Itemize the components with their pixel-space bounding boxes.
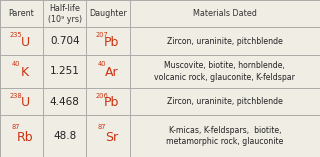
Text: 206: 206 [96, 93, 108, 99]
Text: Ar: Ar [105, 66, 118, 79]
Text: Sr: Sr [105, 131, 118, 144]
Text: 0.704: 0.704 [50, 36, 80, 46]
Text: Zircon, uraninite, pitchblende: Zircon, uraninite, pitchblende [167, 37, 283, 46]
Text: 87: 87 [98, 124, 106, 130]
Text: 238: 238 [9, 93, 22, 99]
Text: 4.468: 4.468 [50, 97, 80, 107]
Text: 40: 40 [98, 61, 106, 67]
Text: Pb: Pb [104, 96, 119, 109]
Text: 48.8: 48.8 [53, 131, 76, 141]
Text: Materials Dated: Materials Dated [193, 9, 257, 18]
Text: U: U [20, 35, 30, 49]
Text: 235: 235 [9, 32, 22, 38]
Text: 1.251: 1.251 [50, 66, 80, 76]
Text: U: U [20, 96, 30, 109]
Text: K-micas, K-feldspars,  biotite,
metamorphic rock, glauconite: K-micas, K-feldspars, biotite, metamorph… [166, 126, 284, 146]
Text: K: K [21, 66, 29, 79]
Text: Parent: Parent [9, 9, 35, 18]
Text: 40: 40 [11, 61, 20, 67]
Text: Half-life
(10⁹ yrs): Half-life (10⁹ yrs) [48, 4, 82, 24]
Text: 207: 207 [96, 32, 108, 38]
Text: 87: 87 [11, 124, 20, 130]
Text: Daughter: Daughter [89, 9, 127, 18]
Text: Rb: Rb [17, 131, 33, 144]
Text: Pb: Pb [104, 35, 119, 49]
Text: Muscovite, biotite, hornblende,
volcanic rock, glauconite, K-feldspar: Muscovite, biotite, hornblende, volcanic… [154, 61, 295, 82]
Text: Zircon, uraninite, pitchblende: Zircon, uraninite, pitchblende [167, 97, 283, 106]
